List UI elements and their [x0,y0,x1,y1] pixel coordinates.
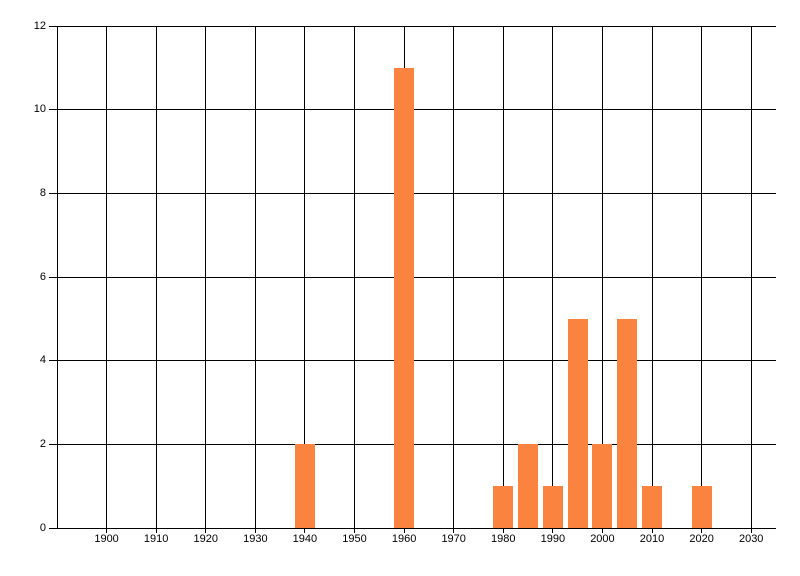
x-tick-label: 1960 [391,533,417,545]
x-tick-label: 2030 [738,533,764,545]
y-tick-label: 4 [39,354,46,367]
x-grid-line [651,26,653,528]
bar [542,486,563,528]
x-tick-label: 1920 [193,533,218,545]
x-tick-mark [552,528,554,533]
x-grid-line [552,26,554,528]
x-grid-line [502,26,504,528]
bar [617,318,638,528]
y-grid-line [57,192,776,194]
x-tick-label: 1900 [94,533,119,545]
x-tick-mark [701,528,703,533]
x-grid-line [701,26,703,528]
x-tick-mark [304,528,306,533]
x-tick-label: 1970 [441,533,466,545]
x-grid-line [601,26,603,528]
x-tick-mark [254,528,256,533]
x-tick-mark [155,528,157,533]
x-tick-mark [453,528,455,533]
bar [493,486,514,528]
x-axis-line [57,527,776,529]
y-tick-label: 10 [33,103,46,116]
y-grid-line [57,25,776,27]
x-tick-label: 2000 [590,533,615,545]
x-tick-mark [205,528,207,533]
x-grid-line [205,26,207,528]
y-grid-line [57,109,776,111]
x-tick-mark [354,528,356,533]
x-grid-line [254,26,256,528]
x-tick-mark [750,528,752,533]
x-tick-mark [601,528,603,533]
y-tick-label: 8 [39,186,46,199]
x-tick-label: 1950 [342,533,367,545]
x-tick-label: 1940 [292,533,318,545]
x-tick-label: 1990 [540,533,566,545]
y-tick-label: 0 [39,521,46,534]
x-tick-label: 1930 [243,533,268,545]
x-grid-line [304,26,306,528]
bar [518,444,539,528]
y-tick-label: 6 [39,270,46,283]
y-grid-line [57,360,776,362]
bar [567,318,588,528]
y-tick-label: 2 [39,437,46,450]
bar [642,486,663,528]
y-tick-mark [49,25,57,27]
y-tick-mark [49,276,57,278]
x-tick-mark [403,528,405,533]
x-grid-line [453,26,455,528]
y-tick-mark [49,443,57,445]
y-grid-line [57,276,776,278]
y-tick-mark [49,360,57,362]
y-grid-line [57,443,776,445]
y-tick-label: 12 [33,19,46,32]
x-tick-mark [651,528,653,533]
x-grid-line [155,26,157,528]
x-grid-line [750,26,752,528]
x-tick-label: 1980 [491,533,516,545]
bar [294,444,315,528]
x-grid-line [354,26,356,528]
x-tick-label: 2010 [639,533,665,545]
y-tick-mark [49,527,57,529]
y-tick-mark [49,192,57,194]
bar [691,486,712,528]
x-tick-mark [502,528,504,533]
bar [592,444,613,528]
x-tick-label: 2020 [689,533,714,545]
y-tick-mark [49,109,57,111]
x-tick-label: 1910 [143,533,169,545]
y-axis-line [56,26,58,529]
bar [394,67,415,528]
x-grid-line [106,26,108,528]
x-tick-mark [106,528,108,533]
